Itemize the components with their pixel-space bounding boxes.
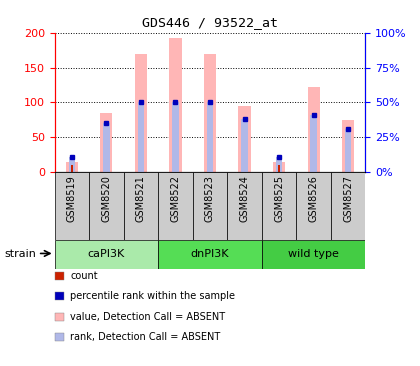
Bar	[89, 172, 123, 240]
Bar	[138, 102, 144, 172]
Bar	[331, 172, 365, 240]
Bar	[262, 172, 297, 240]
Bar	[227, 172, 262, 240]
Text: caPI3K: caPI3K	[88, 249, 125, 259]
Bar	[307, 87, 320, 172]
Bar	[262, 240, 365, 269]
Text: GSM8526: GSM8526	[309, 175, 319, 222]
Text: value, Detection Call = ABSENT: value, Detection Call = ABSENT	[70, 311, 225, 322]
Bar	[278, 165, 280, 172]
Bar	[103, 123, 110, 172]
Text: GSM8521: GSM8521	[136, 175, 146, 222]
Bar	[135, 54, 147, 172]
Bar	[172, 102, 178, 172]
Text: percentile rank within the sample: percentile rank within the sample	[70, 291, 235, 302]
Bar	[69, 157, 75, 172]
Bar	[123, 172, 158, 240]
Bar	[342, 120, 354, 172]
Text: GSM8527: GSM8527	[343, 175, 353, 223]
Bar	[204, 54, 216, 172]
Text: GSM8520: GSM8520	[101, 175, 111, 222]
Text: GSM8522: GSM8522	[171, 175, 181, 223]
Bar	[158, 172, 193, 240]
Bar	[100, 113, 113, 172]
Bar	[55, 172, 89, 240]
Text: GSM8525: GSM8525	[274, 175, 284, 223]
Text: count: count	[70, 271, 98, 281]
Bar	[241, 119, 248, 172]
Text: GDS446 / 93522_at: GDS446 / 93522_at	[142, 16, 278, 30]
Bar	[193, 172, 227, 240]
Bar	[207, 102, 213, 172]
Text: dnPI3K: dnPI3K	[191, 249, 229, 259]
Bar	[310, 115, 317, 172]
Bar	[276, 157, 282, 172]
Text: wild type: wild type	[288, 249, 339, 259]
Bar	[66, 162, 78, 172]
Text: GSM8519: GSM8519	[67, 175, 77, 222]
Bar	[158, 240, 262, 269]
Bar	[273, 162, 285, 172]
Text: GSM8523: GSM8523	[205, 175, 215, 222]
Text: GSM8524: GSM8524	[239, 175, 249, 222]
Bar	[55, 240, 158, 269]
Bar	[169, 38, 181, 172]
Bar	[71, 165, 73, 172]
Text: strain: strain	[4, 249, 36, 259]
Text: rank, Detection Call = ABSENT: rank, Detection Call = ABSENT	[70, 332, 220, 342]
Bar	[239, 106, 251, 172]
Bar	[297, 172, 331, 240]
Bar	[345, 129, 351, 172]
